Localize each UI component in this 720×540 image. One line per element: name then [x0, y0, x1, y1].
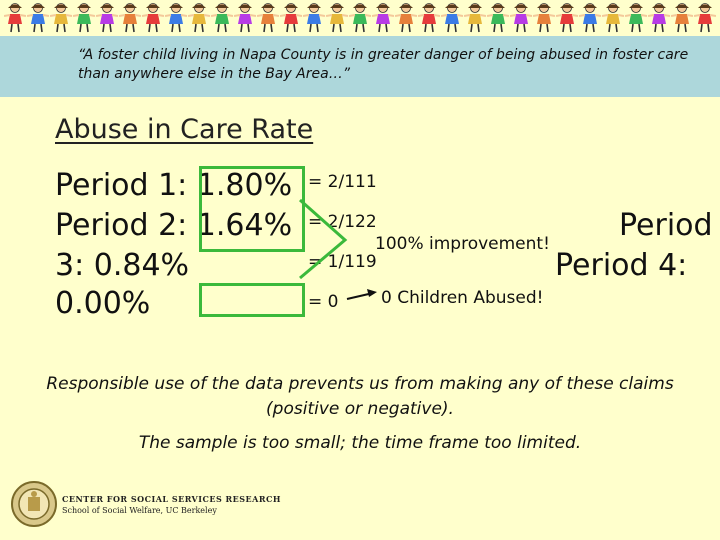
- child-figure-icon: [579, 3, 601, 33]
- page-title: Abuse in Care Rate: [55, 114, 314, 145]
- equation-1: = 2/111: [308, 172, 377, 192]
- child-figure-icon: [487, 3, 509, 33]
- rate-highlight-box-top: [199, 166, 305, 252]
- period-4-label: Period 4:: [555, 248, 688, 283]
- child-figure-icon: [349, 3, 371, 33]
- period-rates-block: Period 1: 1.80% Period 2: 1.64% 3: 0.84%…: [55, 166, 720, 328]
- child-figure-icon: [165, 3, 187, 33]
- child-figure-icon: [671, 3, 693, 33]
- child-figure-icon: [533, 3, 555, 33]
- footer-org: CENTER FOR SOCIAL SERVICES RESEARCH: [62, 494, 281, 504]
- header-kids-border: [0, 0, 720, 36]
- quote-banner: “A foster child living in Napa County is…: [0, 36, 720, 97]
- child-figure-icon: [119, 3, 141, 33]
- child-figure-icon: [326, 3, 348, 33]
- improvement-note: 100% improvement!: [375, 234, 550, 254]
- child-figure-icon: [625, 3, 647, 33]
- connector-arrows: [299, 198, 377, 300]
- period-line-4: 0.00%: [55, 286, 151, 321]
- child-figure-icon: [648, 3, 670, 33]
- children-abused-note: 0 Children Abused!: [381, 288, 544, 308]
- child-figure-icon: [142, 3, 164, 33]
- child-figure-icon: [418, 3, 440, 33]
- uc-seal-icon: [11, 481, 57, 527]
- child-figure-icon: [395, 3, 417, 33]
- improvement-chevron: [299, 198, 348, 280]
- child-figure-icon: [234, 3, 256, 33]
- child-figure-icon: [694, 3, 716, 33]
- child-figure-icon: [188, 3, 210, 33]
- equation-4: = 0: [308, 292, 339, 312]
- child-figure-icon: [50, 3, 72, 33]
- child-figure-icon: [556, 3, 578, 33]
- child-figure-icon: [602, 3, 624, 33]
- child-figure-icon: [96, 3, 118, 33]
- child-figure-icon: [27, 3, 49, 33]
- footer-credit: CENTER FOR SOCIAL SERVICES RESEARCH Scho…: [62, 494, 281, 516]
- equation-2: = 2/122: [308, 212, 377, 232]
- rate-highlight-box-bottom: [199, 283, 305, 317]
- child-figure-icon: [257, 3, 279, 33]
- period-word: Period: [619, 208, 713, 243]
- child-figure-icon: [73, 3, 95, 33]
- period-line-3: 3: 0.84%: [55, 248, 190, 283]
- child-figure-icon: [372, 3, 394, 33]
- child-figure-icon: [211, 3, 233, 33]
- period-line-2: Period 2: 1.64%: [55, 208, 293, 243]
- closing-statement-1: Responsible use of the data prevents us …: [46, 374, 674, 419]
- period-line-1: Period 1: 1.80%: [55, 168, 293, 203]
- child-figure-icon: [464, 3, 486, 33]
- footer-school: School of Social Welfare, UC Berkeley: [62, 506, 217, 515]
- child-figure-icon: [4, 3, 26, 33]
- child-figure-icon: [510, 3, 532, 33]
- child-figure-icon: [441, 3, 463, 33]
- child-figure-icon: [303, 3, 325, 33]
- closing-statement-2: The sample is too small; the time frame …: [138, 433, 582, 453]
- child-figure-icon: [280, 3, 302, 33]
- quote-text: “A foster child living in Napa County is…: [78, 47, 689, 82]
- arrow-head: [367, 289, 377, 297]
